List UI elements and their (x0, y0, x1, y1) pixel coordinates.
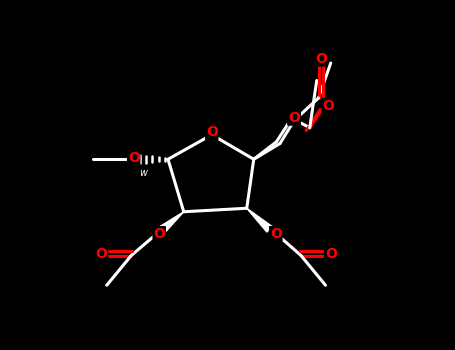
Text: O: O (322, 99, 334, 113)
Text: w: w (140, 168, 147, 177)
Polygon shape (247, 208, 272, 232)
Text: O: O (270, 227, 282, 241)
Text: O: O (206, 125, 217, 139)
Polygon shape (160, 212, 184, 232)
Text: O: O (315, 52, 327, 66)
Text: O: O (128, 151, 140, 165)
Text: O: O (96, 247, 107, 261)
Text: O: O (153, 227, 165, 241)
Text: O: O (325, 247, 337, 261)
Text: O: O (288, 111, 300, 125)
Text: O: O (288, 109, 300, 123)
